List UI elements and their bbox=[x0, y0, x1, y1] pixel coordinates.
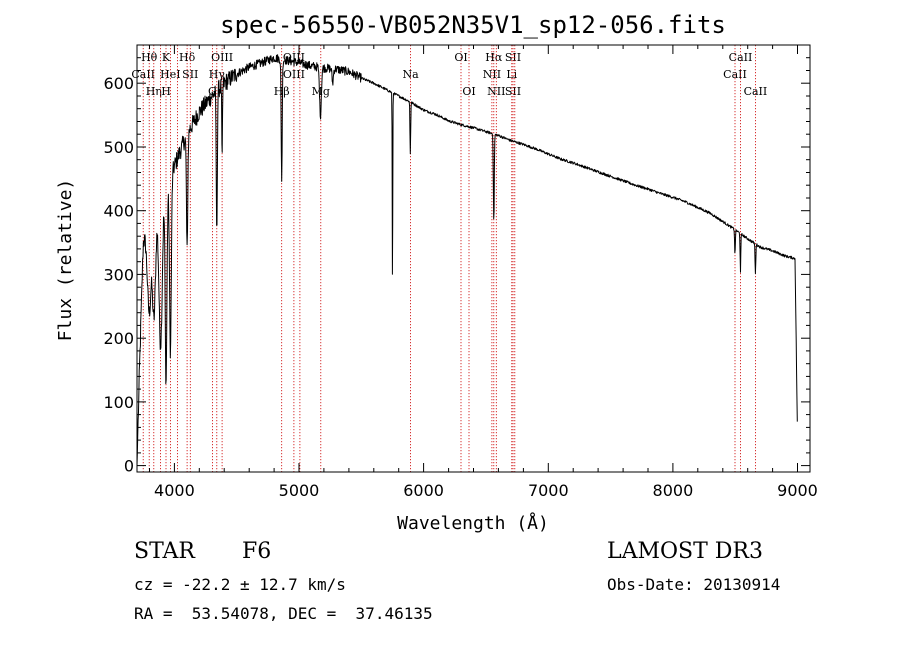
survey-name: LAMOST DR3 bbox=[607, 539, 763, 564]
line-markers: CaIIHθHηKHHeIHδSIIGHγOIIIHβOIIIOIIIMgNaO… bbox=[131, 45, 767, 472]
line-marker-label: H bbox=[161, 85, 171, 98]
line-marker-label: OI bbox=[454, 51, 467, 64]
line-marker-label: SII bbox=[182, 68, 198, 81]
coordinates: RA = 53.54078, DEC = 37.46135 bbox=[134, 604, 433, 623]
y-tick-label: 500 bbox=[103, 138, 134, 157]
line-marker-label: SII bbox=[505, 51, 521, 64]
obs-date: Obs-Date: 20130914 bbox=[607, 575, 781, 594]
line-marker-label: K bbox=[162, 51, 171, 64]
y-tick-label: 0 bbox=[124, 457, 134, 476]
y-tick-label: 600 bbox=[103, 74, 134, 93]
x-tick-label: 7000 bbox=[528, 481, 569, 500]
x-axis-label: Wavelength (Å) bbox=[397, 512, 549, 534]
x-tick-label: 9000 bbox=[777, 481, 818, 500]
plot-frame bbox=[136, 44, 811, 473]
line-marker-label: Mg bbox=[312, 85, 330, 98]
object-subclass: F6 bbox=[242, 539, 272, 564]
line-marker-label: Hη bbox=[146, 85, 162, 98]
x-tick-label: 8000 bbox=[653, 481, 694, 500]
line-marker-label: HeI bbox=[160, 68, 180, 81]
redshift-text: cz = -22.2 ± 12.7 km/s bbox=[134, 575, 346, 594]
line-marker-label: Hα bbox=[485, 51, 503, 64]
line-marker-label: NII bbox=[483, 68, 501, 81]
line-marker-label: OIII bbox=[283, 68, 305, 81]
line-marker-label: Li bbox=[506, 68, 517, 81]
line-marker-label: Hδ bbox=[179, 51, 196, 64]
line-marker-label: CaII bbox=[723, 68, 747, 81]
line-marker-label: NII bbox=[487, 85, 505, 98]
x-axis-ticks: 4000 5000 6000 7000 8000 9000 bbox=[149, 45, 818, 500]
line-marker-label: CaII bbox=[729, 51, 753, 64]
line-marker-label: SII bbox=[505, 85, 521, 98]
y-tick-label: 400 bbox=[103, 202, 134, 221]
line-marker-label: OI bbox=[462, 85, 475, 98]
line-marker-label: G bbox=[208, 85, 217, 98]
chart-title: spec-56550-VB052N35V1_sp12-056.fits bbox=[220, 11, 726, 39]
y-tick-label: 100 bbox=[103, 393, 134, 412]
x-tick-label: 4000 bbox=[154, 481, 195, 500]
x-tick-label: 6000 bbox=[403, 481, 444, 500]
spectrum-line bbox=[136, 54, 798, 466]
line-marker-label: CaII bbox=[131, 68, 155, 81]
line-marker-label: Hβ bbox=[274, 85, 290, 98]
line-marker-label: OIII bbox=[211, 51, 233, 64]
line-marker-label: CaII bbox=[744, 85, 768, 98]
object-class: STAR bbox=[134, 539, 195, 564]
y-axis-label: Flux (relative) bbox=[55, 179, 76, 342]
y-axis-ticks: 0 100 200 300 400 500 600 bbox=[103, 57, 810, 476]
line-marker-label: Hθ bbox=[141, 51, 158, 64]
x-tick-label: 5000 bbox=[279, 481, 320, 500]
y-tick-label: 200 bbox=[103, 329, 134, 348]
y-tick-label: 300 bbox=[103, 265, 134, 284]
line-marker-label: Na bbox=[403, 68, 420, 81]
line-marker-label: Hγ bbox=[209, 68, 226, 81]
